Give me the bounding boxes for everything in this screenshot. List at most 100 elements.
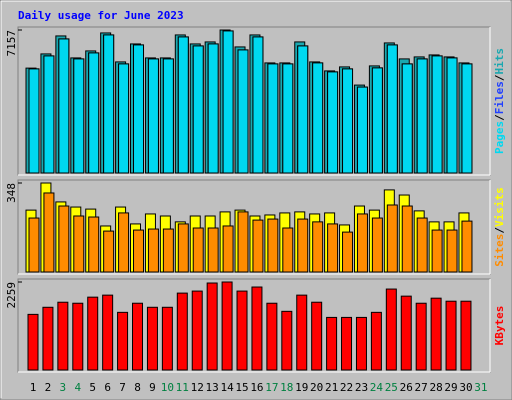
bar [58,205,70,273]
bar [415,302,427,371]
bar [161,306,173,371]
bar [237,49,249,174]
x-tick-label: 10 [161,381,174,394]
bar [461,220,473,273]
bar [133,44,145,174]
bar [102,294,114,371]
bar [177,36,189,174]
bar [371,217,383,273]
bar [177,223,189,273]
x-tick-label: 21 [325,381,338,394]
x-tick-label: 9 [149,381,156,394]
bar [252,36,264,174]
x-tick-label: 17 [265,381,278,394]
bar [207,43,219,174]
bar [312,221,324,273]
legend-separator: / [493,74,506,81]
bar [133,229,145,273]
bar [355,316,367,371]
bar [401,205,413,273]
bar [446,229,458,273]
bar [207,227,219,273]
x-tick-label: 27 [415,381,428,394]
bar [356,86,368,174]
bar [266,302,278,371]
bar [267,218,279,273]
bar [176,292,188,371]
bar [222,30,234,174]
legend-entry: Pages [493,121,506,154]
bar [118,63,130,174]
x-tick-label: 12 [191,381,204,394]
x-tick-label: 5 [89,381,96,394]
x-tick-label: 31 [474,381,487,394]
bar [42,306,54,371]
x-tick-label: 28 [429,381,442,394]
bar [222,225,234,273]
bar [371,67,383,174]
legend: Pages/Files/Hits [493,48,506,154]
legend-separator: / [493,227,506,234]
x-tick-label: 1 [30,381,37,394]
bar [327,71,339,174]
bar [327,223,339,273]
bar [88,216,100,273]
x-tick-label: 25 [385,381,398,394]
bar [87,296,99,371]
x-tick-label: 18 [280,381,293,394]
x-tick-label: 7 [119,381,126,394]
bar [282,227,294,273]
bar [370,311,382,371]
bar [58,38,70,174]
bar [386,44,398,174]
x-tick-label: 11 [176,381,189,394]
bar [103,230,115,273]
bar [132,302,144,371]
bar [28,68,40,174]
bar [117,311,129,371]
x-tick-label: 16 [250,381,263,394]
x-tick-label: 23 [355,381,368,394]
bar [146,306,158,371]
x-tick-label: 2 [45,381,52,394]
bar [206,282,218,371]
legend-entry: Files [493,81,506,114]
bar [386,204,398,273]
bar [461,63,473,174]
bar [162,58,174,174]
y-tick-label: 2259 [5,282,18,309]
legend-entry: Hits [493,48,506,75]
bar [446,57,458,174]
x-tick-label: 13 [206,381,219,394]
bar [147,58,159,174]
bar [311,301,323,371]
bar [341,316,353,371]
bar [430,297,442,371]
bar [326,316,338,371]
x-tick-label: 29 [444,381,457,394]
bar [147,228,159,273]
x-tick-label: 6 [104,381,111,394]
legend-separator: / [493,114,506,121]
x-tick-label: 19 [295,381,308,394]
bar [236,290,248,371]
bar [162,228,174,273]
bar [43,55,55,174]
bar [356,213,368,273]
legend: Sites/Visits [493,187,506,267]
bar [296,294,308,371]
x-tick-label: 24 [370,381,384,394]
bar [191,290,203,371]
bar [118,212,130,273]
chart-title: Daily usage for June 2023 [18,9,184,22]
legend-entry: Visits [493,187,506,227]
bar [297,45,309,174]
x-tick-label: 15 [235,381,248,394]
bar [385,288,397,371]
bar [400,295,412,371]
bar [281,310,293,371]
x-tick-label: 4 [74,381,81,394]
bar [73,215,85,273]
x-tick-label: 30 [459,381,472,394]
